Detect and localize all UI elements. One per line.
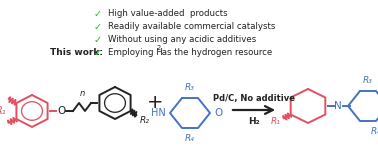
Text: Readily available commercial catalysts: Readily available commercial catalysts — [108, 22, 276, 31]
Text: as the hydrogen resource: as the hydrogen resource — [159, 48, 272, 57]
Text: Employing H: Employing H — [108, 48, 163, 57]
Text: R₄: R₄ — [371, 127, 378, 136]
Text: R₃: R₃ — [185, 83, 195, 92]
Text: n: n — [79, 89, 85, 98]
Text: ✓: ✓ — [94, 22, 102, 32]
Text: High value-added  products: High value-added products — [108, 9, 228, 18]
Text: O: O — [57, 106, 65, 116]
Text: R₄: R₄ — [185, 134, 195, 143]
Text: H₂: H₂ — [248, 117, 260, 126]
Text: +: + — [147, 94, 163, 112]
Text: R₃: R₃ — [363, 76, 373, 85]
Text: 2: 2 — [156, 45, 161, 52]
Text: Without using any acidic additives: Without using any acidic additives — [108, 35, 256, 44]
Text: R₁: R₁ — [0, 106, 6, 116]
Text: This work:: This work: — [50, 48, 103, 57]
Text: N: N — [334, 101, 342, 111]
Text: ✓: ✓ — [94, 9, 102, 19]
Text: O: O — [214, 108, 222, 118]
Text: R₂: R₂ — [139, 116, 149, 125]
Text: R₁: R₁ — [271, 118, 281, 127]
Text: ✓: ✓ — [94, 35, 102, 45]
Text: HN: HN — [151, 108, 166, 118]
Text: ✓: ✓ — [94, 48, 102, 58]
Text: Pd/C, No additive: Pd/C, No additive — [213, 94, 295, 103]
